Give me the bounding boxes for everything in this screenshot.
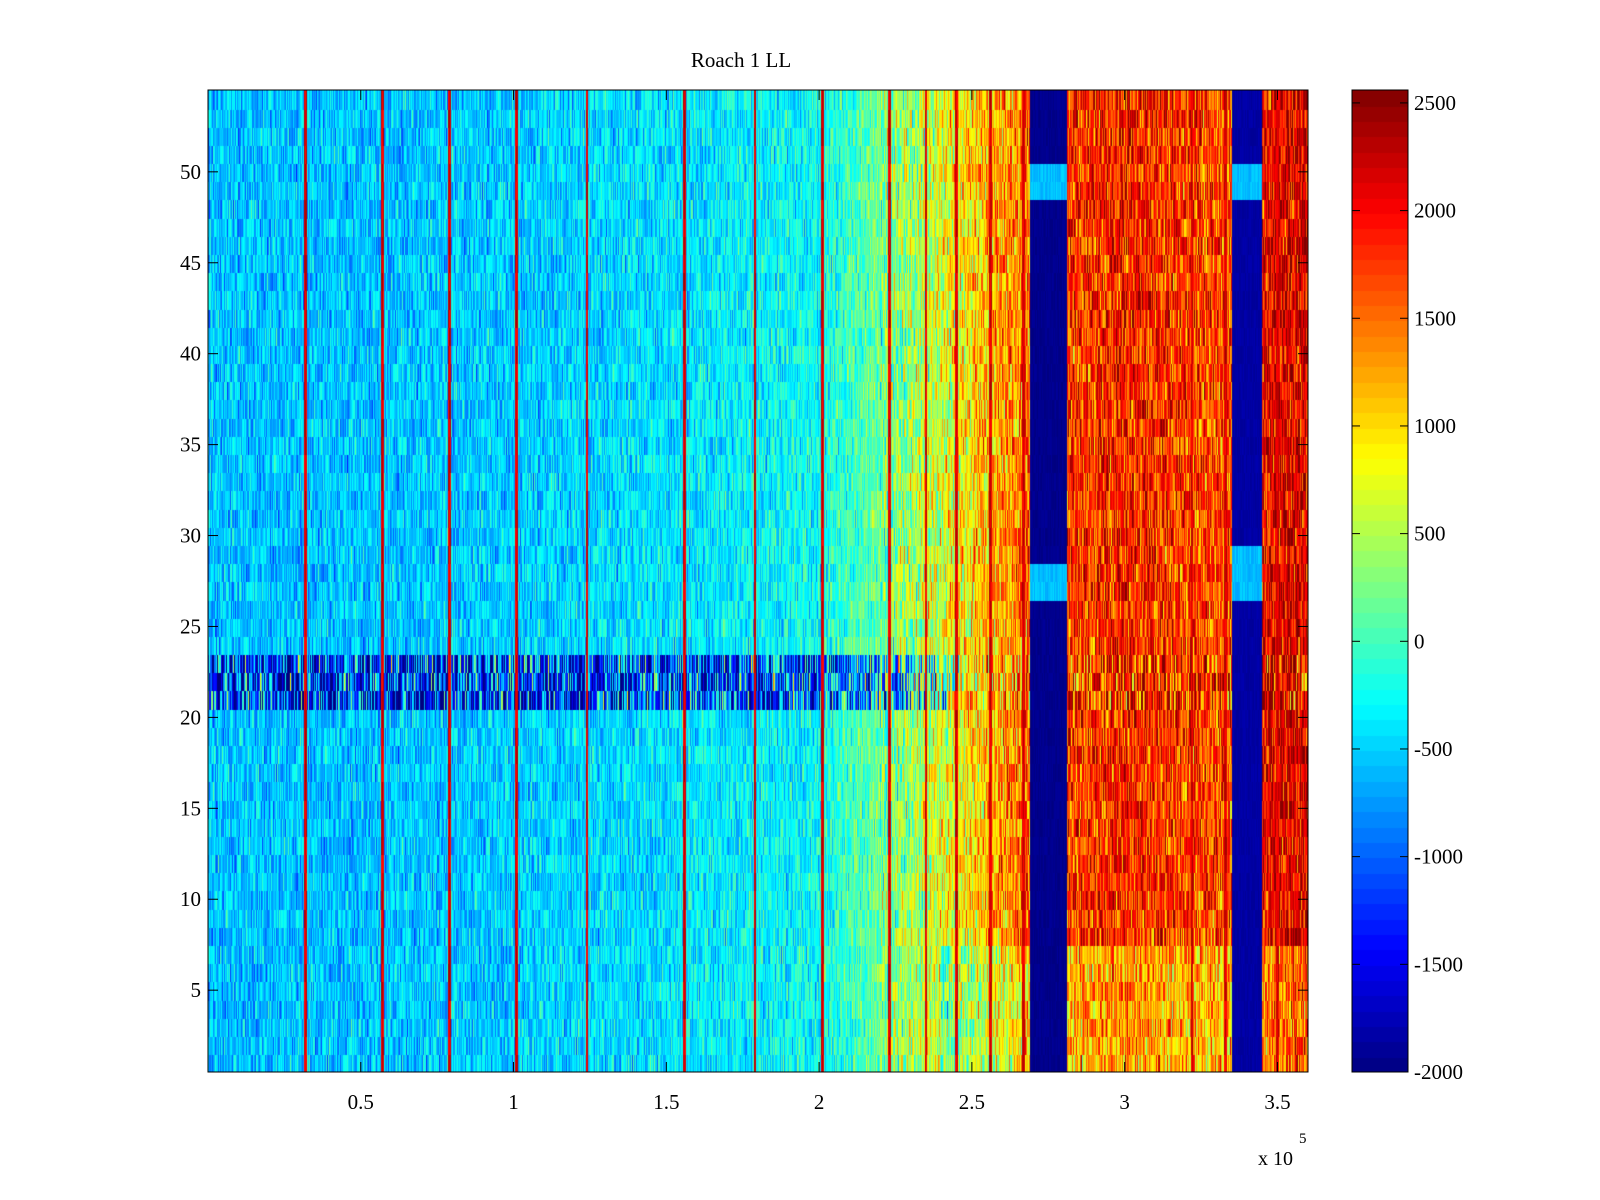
- y-tick-label: 50: [180, 160, 201, 184]
- plot-area: 0.5 1 1.5 2 2.5 3 3.5 5 10 15 20 25 30 35 40 45 50: [180, 89, 1309, 1114]
- y-tick-label: 20: [180, 705, 201, 729]
- colorbar-tick-label: -2000: [1414, 1060, 1463, 1084]
- colorbar-tick-label: 500: [1414, 522, 1446, 546]
- colorbar: 2500 2000 1500 1000 500 0 -500 -1000 -1500 -2000: [1351, 89, 1463, 1084]
- colorbar-tick-label: 1000: [1414, 414, 1456, 438]
- y-tick-label: 40: [180, 342, 201, 366]
- y-tick-label: 45: [180, 251, 201, 275]
- colorbar-tick-label: 0: [1414, 629, 1425, 653]
- x-tick-label: 1.5: [653, 1090, 679, 1114]
- y-tick-label: 35: [180, 433, 201, 457]
- y-tick-label: 10: [180, 887, 201, 911]
- colorbar-ticks: 2500 2000 1500 1000 500 0 -500 -1000 -1500 -2000: [1352, 91, 1463, 1084]
- x-tick-label: 0.5: [348, 1090, 374, 1114]
- colorbar-frame: [1351, 89, 1409, 1073]
- y-tick-label: 30: [180, 524, 201, 548]
- x-tick-label: 2: [814, 1090, 825, 1114]
- y-tick-label: 25: [180, 614, 201, 638]
- colorbar-tick-label: 1500: [1414, 306, 1456, 330]
- y-axis: 5 10 15 20 25 30 35 40 45 50: [180, 160, 1308, 1002]
- colorbar-tick-label: 2000: [1414, 199, 1456, 223]
- colorbar-tick-label: -1500: [1414, 952, 1463, 976]
- x-scale-exponent: 5: [1299, 1131, 1307, 1147]
- x-scale-label: x 10: [1258, 1148, 1293, 1170]
- plot-frame: [207, 89, 1309, 1073]
- x-tick-label: 2.5: [959, 1090, 985, 1114]
- x-tick-label: 3.5: [1264, 1090, 1290, 1114]
- colorbar-tick-label: 2500: [1414, 91, 1456, 115]
- chart-title: Roach 1 LL: [691, 48, 791, 72]
- y-tick-label: 5: [191, 978, 202, 1002]
- heatmap-cells: [208, 90, 1308, 1072]
- colorbar-tick-label: -500: [1414, 737, 1453, 761]
- x-axis: 0.5 1 1.5 2 2.5 3 3.5: [348, 90, 1291, 1114]
- colorbar-gradient: [1352, 90, 1408, 1072]
- x-tick-label: 1: [508, 1090, 519, 1114]
- y-tick-label: 15: [180, 796, 201, 820]
- x-tick-label: 3: [1119, 1090, 1130, 1114]
- colorbar-tick-label: -1000: [1414, 845, 1463, 869]
